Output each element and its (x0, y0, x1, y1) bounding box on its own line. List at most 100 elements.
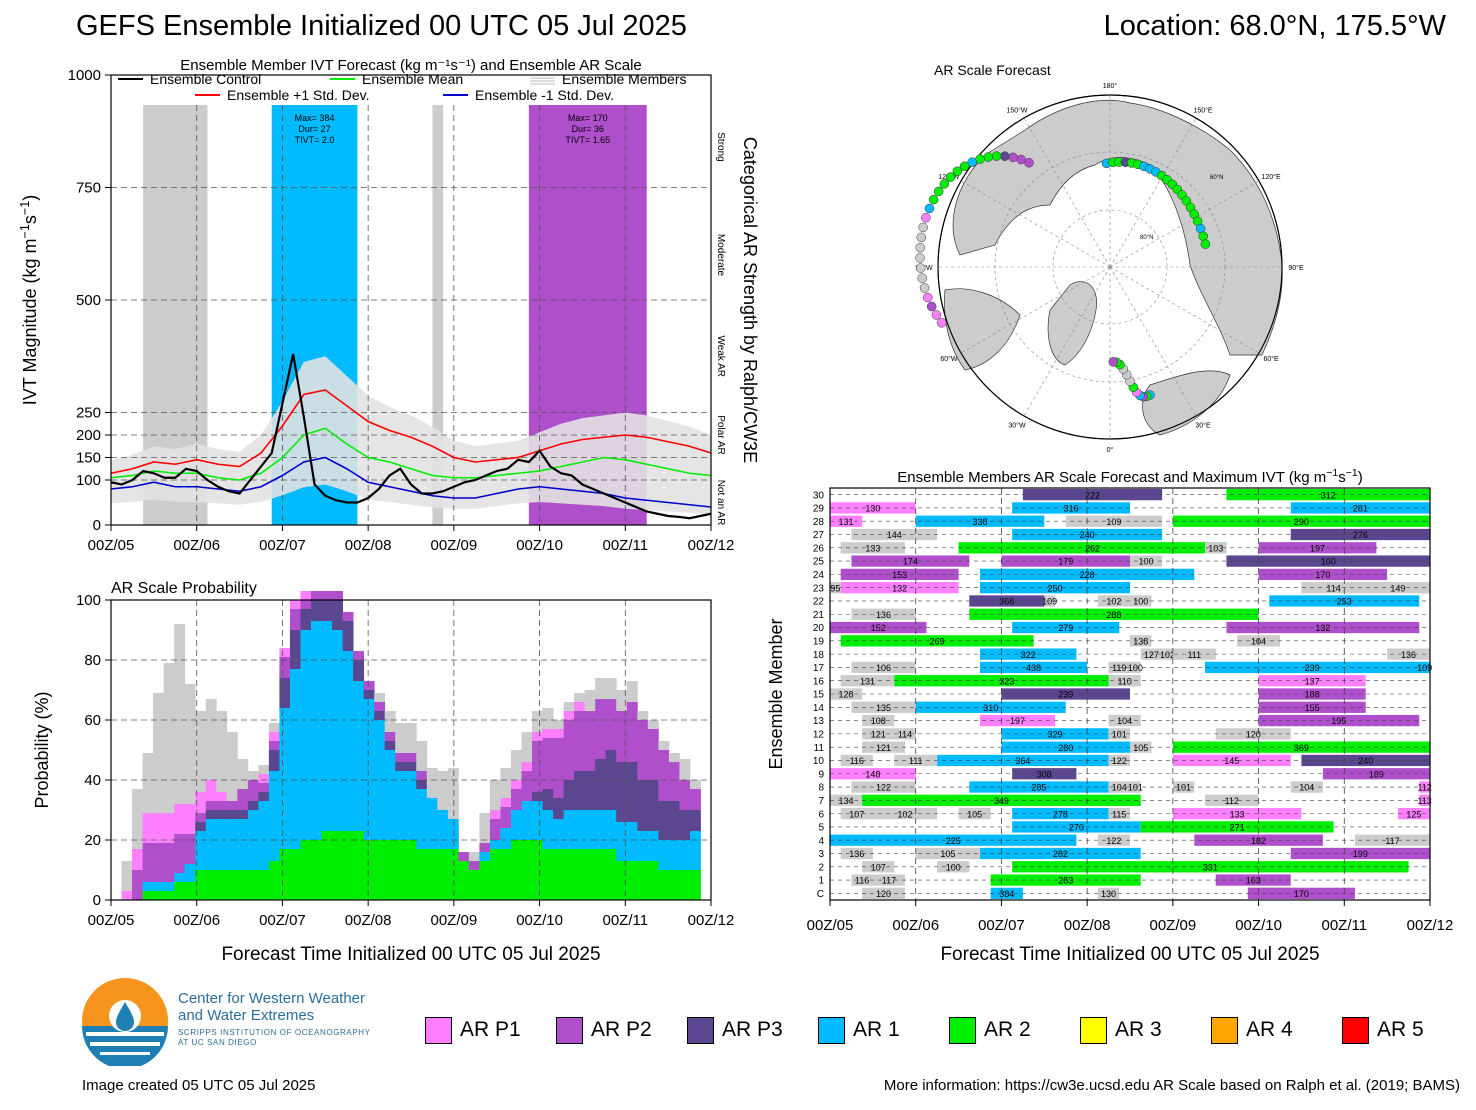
member-event-bar (1012, 768, 1077, 780)
probability-bar (405, 840, 417, 900)
probability-bar (416, 771, 428, 780)
probability-bar (121, 861, 133, 891)
member-event-label: 109 (1106, 517, 1121, 527)
probability-bar (216, 711, 228, 792)
probability-bar (511, 840, 522, 900)
probability-bar (553, 819, 565, 849)
x-tick-label: 00Z/06 (173, 912, 220, 929)
legend-ar-1: AR 1 (818, 1015, 900, 1045)
probability-bar (216, 801, 228, 810)
probability-bar (637, 711, 649, 720)
member-event-label: 323 (999, 676, 1014, 686)
cw3e-logo (80, 976, 170, 1069)
probability-bar (289, 669, 301, 849)
map-point (983, 152, 993, 162)
member-event-label: 121 (871, 730, 886, 740)
probability-bar (689, 780, 701, 789)
probability-bar (258, 801, 270, 870)
probability-bar (153, 882, 165, 891)
member-event-bar (1215, 728, 1291, 740)
member-event-label: 145 (1224, 756, 1239, 766)
legend-swatch (949, 1016, 976, 1044)
map-point (1008, 152, 1018, 163)
probability-bar (384, 711, 396, 732)
member-event-label: 240 (1358, 756, 1373, 766)
member-label: 17 (813, 663, 825, 674)
member-event-label: 155 (1305, 703, 1320, 713)
probability-bar (268, 723, 280, 732)
probability-bar (289, 600, 301, 609)
probability-bar (668, 801, 680, 840)
probability-bar (416, 780, 428, 789)
category-label: Polar AR (715, 415, 726, 454)
probability-bar (553, 849, 565, 900)
member-event-label: 364 (1015, 756, 1030, 766)
member-event-label: 148 (865, 769, 880, 779)
legend-label: Ensemble -1 Std. Dev. (475, 87, 614, 103)
x-tick-label: 00Z/12 (1407, 917, 1454, 934)
member-event-label: 438 (1026, 663, 1041, 673)
map-point (952, 166, 963, 177)
x-tick-label: 00Z/09 (1150, 917, 1197, 934)
probability-bar (174, 882, 186, 900)
probability-bar (553, 798, 565, 819)
probability-bar (647, 720, 659, 729)
probability-bar (605, 849, 617, 900)
map-point (917, 273, 927, 283)
member-event-label: 113 (1417, 796, 1431, 806)
plot-frame (829, 487, 1431, 901)
x-tick-label: 00Z/08 (1064, 917, 1111, 934)
probability-bar (289, 609, 301, 630)
probability-bar (532, 732, 543, 741)
member-label: 2 (818, 862, 824, 873)
probability-bar (153, 693, 165, 813)
member-event-bar (1130, 595, 1152, 607)
probability-bar (553, 729, 565, 738)
map-point (928, 194, 939, 205)
main-title: GEFS Ensemble Initialized 00 UTC 05 Jul … (76, 10, 687, 42)
map-land (1047, 281, 1097, 366)
probability-bar (574, 702, 586, 711)
probability-bar (268, 771, 280, 861)
member-event-label: 111 (1187, 650, 1201, 660)
member-event-label: 316 (1064, 504, 1079, 514)
member-label: 22 (813, 597, 825, 608)
member-event-label: 102 (1106, 597, 1121, 607)
probability-bar (174, 873, 186, 882)
y-axis-label: Probability (%) (32, 691, 52, 808)
probability-bar (342, 621, 354, 651)
member-event-label: 163 (1246, 876, 1261, 886)
member-event-label: 312 (1321, 490, 1336, 500)
probability-bar (216, 870, 228, 900)
member-event-bar (1097, 887, 1120, 899)
probability-bar (479, 861, 491, 900)
map-point (975, 154, 985, 164)
member-event-bar (1215, 874, 1291, 886)
probability-bar (437, 849, 449, 900)
probability-bar (142, 813, 154, 843)
y-tick-label: 100 (76, 472, 101, 489)
map-longitude-label: 180° (1103, 82, 1118, 90)
y-tick-label: 100 (76, 592, 101, 609)
members-chart-title: Ensemble Members AR Scale Forecast and M… (897, 467, 1363, 486)
member-label: 11 (814, 743, 825, 754)
probability-bar (521, 762, 533, 771)
probability-bar (174, 834, 186, 873)
probability-bar (405, 771, 417, 840)
probability-bar (426, 798, 438, 849)
member-event-bar (1172, 515, 1430, 527)
member-event-label: 103 (1208, 543, 1223, 553)
legend-ar-p3: AR P3 (687, 1015, 783, 1045)
member-event-label: 197 (1010, 716, 1025, 726)
map-point (967, 157, 977, 167)
member-label: 8 (818, 783, 824, 794)
member-event-label: 120 (876, 889, 891, 899)
probability-bar (395, 753, 407, 762)
probability-bar (532, 711, 543, 732)
ivt-chart: Ensemble Member IVT Forecast (kg m⁻¹s⁻¹)… (18, 57, 760, 554)
member-label: 5 (818, 823, 824, 834)
member-event-bar (1172, 648, 1216, 660)
probability-bar (258, 783, 270, 792)
probability-bar (395, 723, 407, 753)
member-event-label: 137 (1305, 676, 1320, 686)
